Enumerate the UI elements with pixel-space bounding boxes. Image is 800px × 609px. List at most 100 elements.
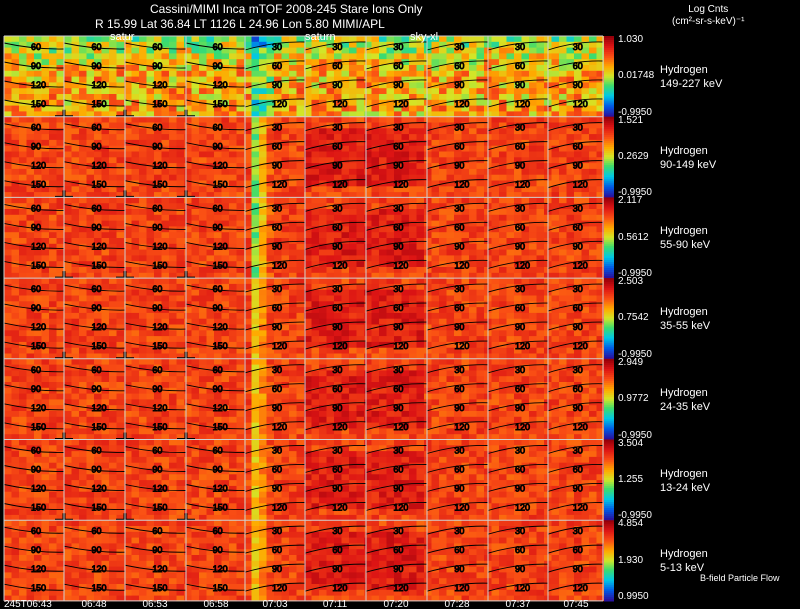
contour-label: 120	[213, 161, 228, 171]
contours-panel-4: 60 90 120 150 60 90 120 150 60 90 120 150 60 90 120 150…	[3, 283, 604, 352]
contour-label: 120	[213, 241, 228, 251]
contour-label: 90	[92, 142, 102, 152]
contour-label: 90	[272, 403, 282, 413]
contour-label: 90	[515, 161, 525, 171]
contour-label: 60	[272, 61, 282, 71]
legend-title-line-2: (cm²-sr-s-keV)⁻¹	[672, 16, 745, 27]
contour-label: 60	[454, 465, 464, 475]
contour-label: 60	[152, 365, 162, 375]
contour-label: 90	[454, 322, 464, 332]
colorbar-min-label: -0.9950	[618, 106, 652, 118]
contour-label: 120	[393, 341, 408, 351]
contour-label: 90	[454, 484, 464, 494]
contour-label: 60	[515, 465, 525, 475]
contour-label: 60	[152, 42, 162, 52]
contour-label: 60	[213, 526, 223, 536]
contour-label: 120	[393, 180, 408, 190]
contour-label: 90	[393, 241, 403, 251]
contour-label: 90	[152, 142, 162, 152]
contour-label: 150	[213, 341, 228, 351]
contours-panel-7: 60 90 120 150 60 90 120 150 60 90 120 150 60 90 120 150…	[3, 525, 604, 594]
contour-label: 60	[393, 142, 403, 152]
contour-label: 90	[213, 222, 223, 232]
colorbar-7	[604, 520, 614, 602]
contour-label: 30	[573, 42, 583, 52]
contour-label: 90	[573, 322, 583, 332]
contours-panel-5: 60 90 120 150 60 90 120 150 60 90 120 150 60 90 120 150…	[3, 364, 604, 432]
contour-label: 30	[454, 446, 464, 456]
x-tick-label: 07:20	[383, 599, 408, 609]
colorbar-mid-label: 0.5612	[618, 231, 649, 243]
contour-label: 120	[393, 99, 408, 109]
contour-label: 60	[213, 123, 223, 133]
contour-label: 90	[213, 465, 223, 475]
contour-label: 120	[332, 503, 347, 513]
x-tick-label: 07:28	[444, 599, 469, 609]
contour-label: 150	[92, 503, 107, 513]
contour-label: 60	[454, 303, 464, 313]
contour-label: 120	[272, 422, 287, 432]
contour-label: 120	[515, 180, 530, 190]
energy-label: 149-227 keV	[660, 78, 723, 90]
colorbar-max-label: 2.503	[618, 276, 644, 288]
contour-label: 120	[213, 484, 228, 494]
bfield-flow-label: B-field Particle Flow	[700, 573, 780, 583]
contour-label: 60	[272, 142, 282, 152]
contour-label: 90	[152, 61, 162, 71]
contour-label: 90	[332, 241, 342, 251]
contour-label: 60	[92, 446, 102, 456]
contour-label: 30	[454, 365, 464, 375]
contour-label: 30	[515, 526, 525, 536]
contour-label: 60	[515, 303, 525, 313]
contour-label: 120	[454, 422, 469, 432]
contour-label: 60	[573, 384, 583, 394]
contour-label: 120	[152, 80, 167, 90]
colorbar-mid-label: 0.7542	[618, 312, 649, 324]
contour-label: 120	[573, 341, 588, 351]
contour-label: 90	[213, 545, 223, 555]
contour-label: 30	[332, 123, 342, 133]
species-label: Hydrogen	[660, 144, 708, 157]
contour-label: 30	[332, 365, 342, 375]
contour-label: 60	[92, 123, 102, 133]
contour-label: 60	[31, 446, 41, 456]
contours-panel-1: 60 90 120 150 60 90 120 150 60 90 120 150 60 90 120 150…	[3, 41, 604, 109]
panel-marker-satur: satur	[110, 31, 135, 43]
contour-label: 60	[213, 42, 223, 52]
contour-label: 60	[515, 142, 525, 152]
contour-label: 150	[152, 180, 167, 190]
contour-label: 150	[213, 583, 228, 593]
contour-label: 120	[152, 241, 167, 251]
species-label: Hydrogen	[660, 225, 708, 238]
contour-label: 90	[272, 161, 282, 171]
species-label: Hydrogen	[660, 467, 708, 480]
contour-label: 60	[152, 123, 162, 133]
contour-label: 60	[92, 203, 102, 213]
colorbar-mid-label: 1.255	[618, 473, 644, 485]
x-tick-label: 07:11	[323, 599, 348, 609]
contour-label: 120	[92, 161, 107, 171]
contour-label: 60	[92, 365, 102, 375]
colorbar-min-label: -0.9950	[618, 268, 652, 280]
contour-label: 90	[272, 564, 282, 574]
contour-label: 60	[573, 61, 583, 71]
contour-label: 120	[393, 503, 408, 513]
contour-label: 120	[515, 583, 530, 593]
contour-label: 120	[272, 260, 287, 270]
contour-label: 90	[454, 403, 464, 413]
panel-2: 60 90 120 150 60 90 120 150 60 90 120 150 60 90 120 150…	[3, 116, 605, 205]
contour-label: 90	[92, 61, 102, 71]
contour-label: 120	[515, 341, 530, 351]
contour-label: 60	[332, 303, 342, 313]
contour-label: 30	[515, 123, 525, 133]
contour-label: 90	[454, 80, 464, 90]
contour-label: 60	[573, 545, 583, 555]
legend-title-line-1: Log Cnts	[688, 4, 729, 15]
contour-label: 60	[213, 365, 223, 375]
contour-label: 60	[515, 545, 525, 555]
contour-label: 30	[272, 365, 282, 375]
contour-label: 30	[332, 42, 342, 52]
contour-label: 60	[515, 222, 525, 232]
contour-label: 60	[332, 142, 342, 152]
energy-label: 5-13 keV	[660, 562, 705, 575]
